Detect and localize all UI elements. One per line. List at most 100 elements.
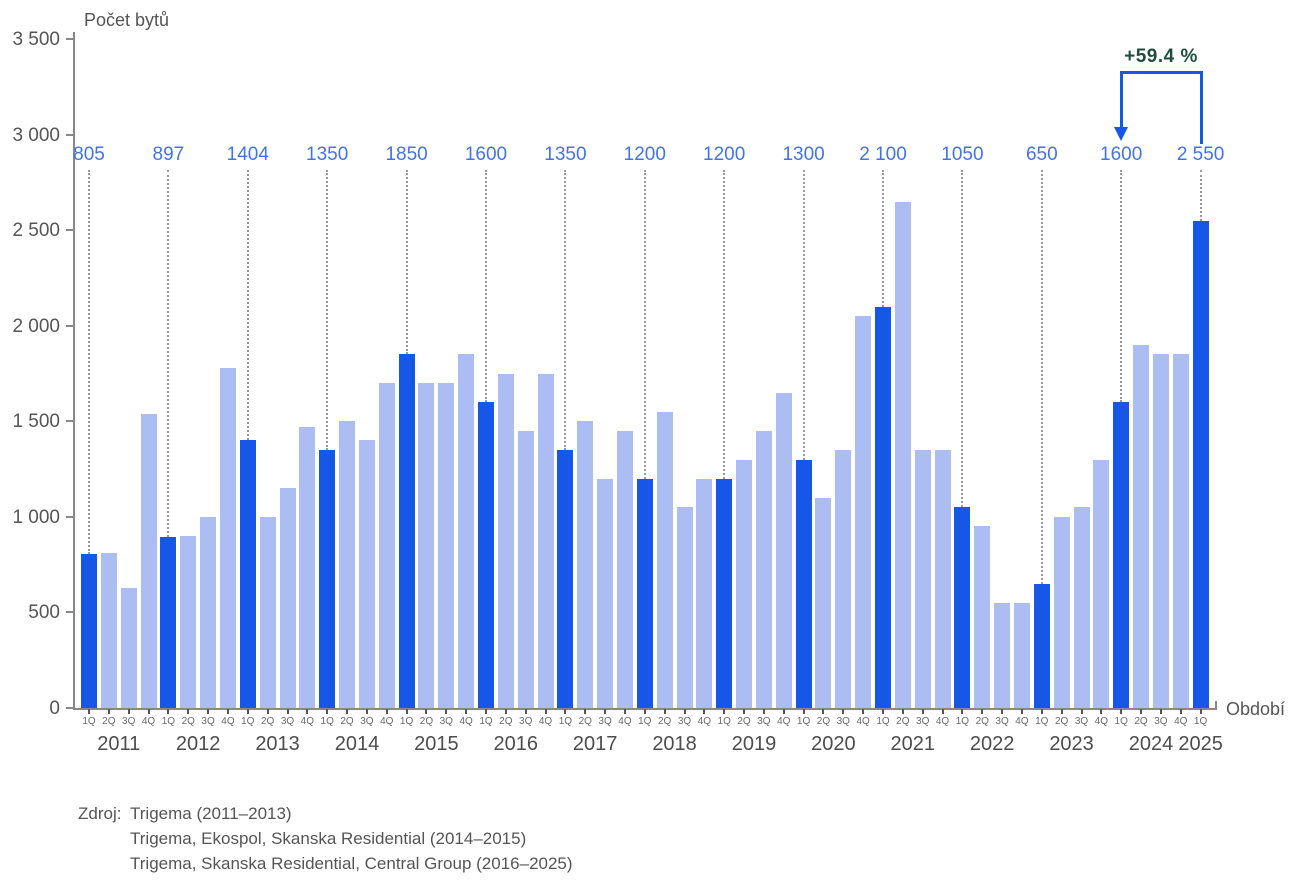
y-axis-title: Počet bytů — [84, 10, 170, 30]
quarter-label: 4Q — [777, 716, 791, 727]
x-axis-tick — [643, 709, 646, 714]
value-label: 897 — [152, 144, 185, 165]
year-label: 2021 — [890, 733, 936, 755]
x-axis-tick — [683, 709, 686, 714]
quarter-label: 3Q — [757, 716, 771, 727]
quarter-label: 2Q — [419, 716, 434, 727]
source-line: Trigema, Skanska Residential, Central Gr… — [130, 854, 573, 873]
bar — [120, 587, 137, 708]
bar — [497, 373, 514, 708]
quarter-label: 2Q — [260, 716, 275, 727]
x-axis-tick — [445, 709, 448, 714]
x-axis-tick — [623, 709, 626, 714]
bar — [259, 516, 276, 708]
x-axis-tick — [385, 709, 388, 714]
growth-bracket-top-line — [1120, 71, 1203, 74]
bar-q1-highlight — [239, 439, 256, 708]
quarter-label: 1Q — [399, 716, 414, 727]
year-label: 2013 — [255, 733, 300, 755]
bar — [755, 430, 772, 708]
y-axis-tick — [66, 229, 74, 232]
year-label: 2022 — [969, 733, 1015, 755]
x-axis-tick — [1140, 709, 1143, 714]
quarter-label: 3Q — [280, 716, 295, 727]
x-axis-tick — [524, 709, 527, 714]
bar — [676, 507, 693, 708]
bar — [140, 413, 157, 708]
leader-dotted-line — [643, 170, 646, 479]
quarter-label: 4Q — [300, 716, 315, 727]
bar — [775, 392, 792, 708]
quarter-label: 1Q — [241, 716, 255, 727]
x-axis-tick — [743, 709, 746, 714]
y-axis-tick-label: 500 — [28, 602, 60, 624]
quarter-label: 3Q — [598, 716, 612, 727]
bar-q1-highlight — [1113, 402, 1130, 708]
value-label: 1050 — [941, 144, 984, 165]
x-axis-tick — [326, 709, 329, 714]
x-axis-tick — [1159, 709, 1162, 714]
value-label: 1404 — [226, 144, 269, 165]
x-axis-tick — [167, 709, 170, 714]
bar — [577, 421, 594, 708]
bar — [934, 450, 951, 708]
bar-q1-highlight — [557, 450, 574, 708]
y-axis-tick-label: 2 500 — [12, 220, 60, 242]
year-label: 2019 — [731, 733, 777, 755]
quarter-label: 1Q — [1114, 716, 1128, 727]
quarter-label: 2Q — [1134, 716, 1148, 727]
bar — [894, 201, 911, 708]
bar — [736, 459, 753, 708]
leader-dotted-line — [1040, 170, 1043, 584]
x-axis-tick — [802, 709, 805, 714]
leader-dotted-line — [882, 170, 884, 307]
x-axis-tick — [723, 709, 726, 714]
quarter-label: 4Q — [856, 716, 870, 727]
quarter-label: 3Q — [995, 716, 1009, 727]
x-axis-tick — [544, 709, 547, 714]
quarter-label: 1Q — [558, 716, 573, 727]
bar — [100, 553, 117, 708]
year-label: 2024 — [1128, 733, 1174, 755]
x-axis-tick — [88, 709, 90, 714]
y-axis-tick-label: 3 500 — [12, 29, 60, 51]
growth-bracket-right-line — [1200, 71, 1203, 144]
x-axis-tick — [1001, 709, 1004, 714]
year-label: 2011 — [97, 733, 141, 755]
bar — [835, 450, 852, 708]
bar — [299, 427, 316, 708]
y-axis-tick — [66, 38, 74, 41]
x-axis-tick — [1100, 709, 1103, 714]
x-axis-tick — [921, 709, 924, 714]
x-axis-tick — [981, 709, 984, 714]
x-axis-tick — [207, 709, 210, 714]
bar — [219, 367, 236, 708]
down-arrowhead-icon — [1114, 127, 1128, 141]
bar — [855, 316, 872, 708]
bar — [1152, 354, 1169, 708]
bar-q1-highlight — [81, 554, 97, 708]
bar — [517, 430, 534, 708]
x-axis-tick — [862, 709, 865, 714]
leader-dotted-line — [564, 170, 567, 450]
source-prefix: Zdroj: — [78, 804, 122, 823]
bar-q1-highlight — [319, 450, 336, 708]
quarter-label: 1Q — [1193, 716, 1208, 727]
bar — [438, 383, 455, 708]
quarter-label: 4Q — [538, 716, 553, 727]
leader-dotted-line — [485, 170, 487, 403]
quarter-label: 4Q — [221, 716, 235, 727]
x-axis-tick — [226, 709, 229, 714]
bar-q1-highlight — [398, 354, 415, 708]
x-axis-tick — [127, 709, 130, 714]
leader-dotted-line — [246, 170, 249, 440]
x-axis-tick — [306, 709, 309, 714]
x-axis-tick — [107, 709, 110, 714]
bar — [279, 488, 296, 708]
x-axis-tick — [663, 709, 666, 714]
bar — [974, 526, 991, 708]
x-axis-tick — [485, 709, 487, 714]
x-axis-tick — [1179, 709, 1182, 714]
